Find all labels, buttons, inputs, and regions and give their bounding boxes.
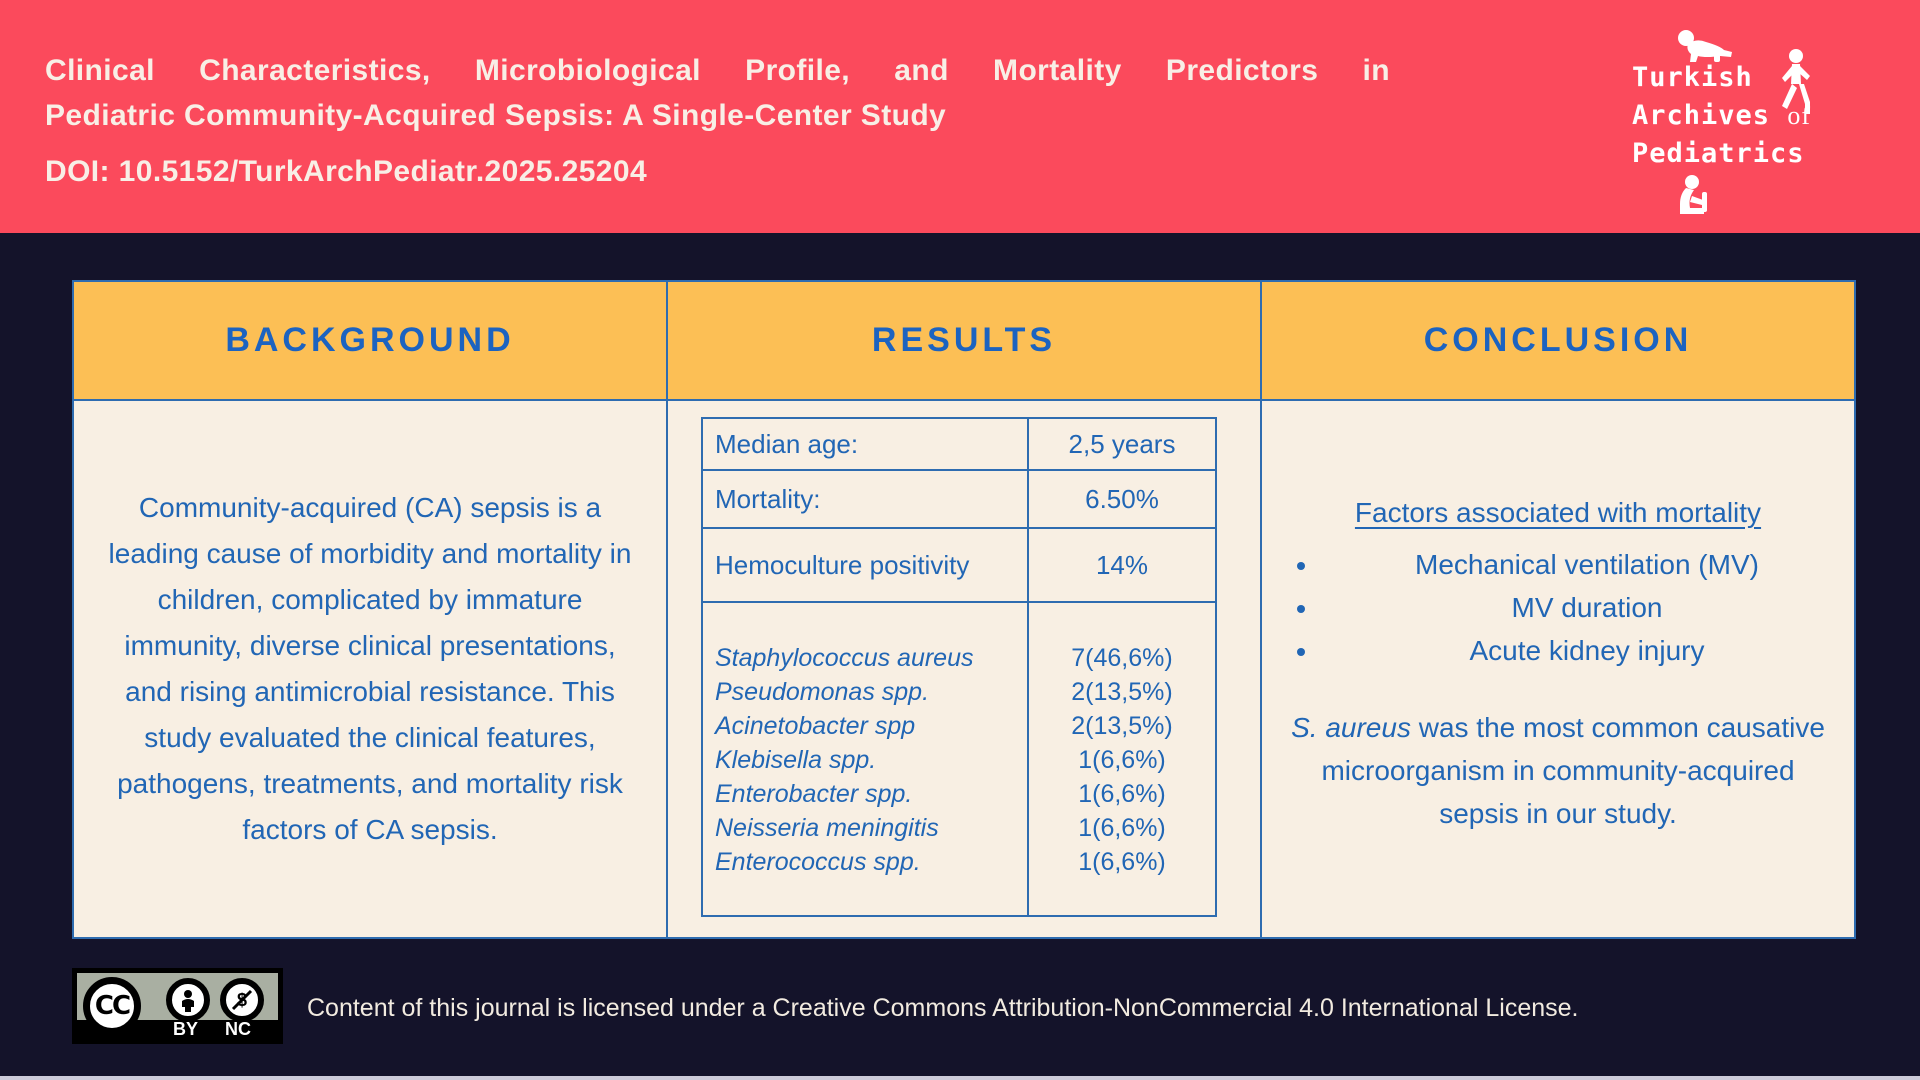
cc-by-label: BY [173, 1019, 199, 1039]
organism-value: 1(6,6%) [1078, 814, 1166, 842]
cc-by-icon [166, 978, 210, 1022]
conclusion-summary: S. aureus was the most common causative … [1286, 706, 1831, 835]
journal-logo: Turkish Archives of Pediatrics [1628, 22, 1858, 214]
stat-value: 14% [1095, 549, 1149, 580]
list-item: MV duration [1320, 586, 1854, 629]
license-text: Content of this journal is licensed unde… [307, 994, 1579, 1022]
bottom-edge-line [0, 1076, 1920, 1080]
organism-name: Neisseria meningitis [715, 814, 939, 842]
organism-name: Klebisella spp. [715, 746, 877, 774]
table-row: Median age: 2,5 years [703, 419, 1215, 471]
sitting-baby-icon [1680, 175, 1707, 214]
person-icon [182, 990, 194, 1012]
organism-names: Staphylococcus aureus Pseudomonas spp. A… [703, 603, 1029, 915]
article-title: Clinical Characteristics, Microbiologica… [45, 52, 1390, 135]
table-row: Mortality: 6.50% [703, 471, 1215, 529]
conclusion-summary-species: S. aureus [1291, 712, 1411, 743]
results-header-cell: RESULTS [668, 282, 1260, 401]
stat-label: Mortality: [703, 471, 1029, 527]
article-title-line2: Pediatric Community-Acquired Sepsis: A S… [45, 99, 947, 132]
organism-value: 2(13,5%) [1071, 712, 1173, 740]
walking-child-icon [1782, 49, 1810, 114]
conclusion-summary-rest: was the most common causative microorgan… [1321, 712, 1825, 829]
results-stats-table: Median age: 2,5 years Mortality: 6.50% H… [701, 417, 1217, 917]
stat-value: 2,5 years [1068, 428, 1176, 459]
organism-name: Pseudomonas spp. [715, 678, 930, 706]
abstract-table: BACKGROUND Community-acquired (CA) sepsi… [72, 280, 1856, 939]
background-column: BACKGROUND Community-acquired (CA) sepsi… [74, 282, 668, 937]
organism-name: Staphylococcus aureus [715, 644, 974, 672]
cc-logo-icon: CC [83, 977, 141, 1035]
table-row: Hemoculture positivity 14% [703, 529, 1215, 603]
logo-text-archives-of: Archives of [1632, 100, 1811, 131]
crawling-baby-icon [1678, 30, 1732, 62]
background-paragraph: Community-acquired (CA) sepsis is a lead… [108, 492, 632, 845]
conclusion-header-cell: CONCLUSION [1262, 282, 1854, 401]
stat-value: 6.50% [1085, 483, 1159, 514]
logo-text-archives: Archives [1632, 100, 1771, 131]
cc-license-badge: CC $ BY NC [72, 968, 283, 1044]
no-dollar-icon: $ [231, 989, 253, 1011]
organism-value: 7(46,6%) [1071, 644, 1173, 672]
factors-title: Factors associated with mortality [1354, 497, 1762, 528]
organism-value: 1(6,6%) [1078, 780, 1166, 808]
conclusion-header-label: CONCLUSION [1423, 321, 1693, 359]
organism-value: 1(6,6%) [1078, 746, 1166, 774]
organism-value: 1(6,6%) [1078, 848, 1166, 876]
cc-nc-icon: $ [220, 978, 264, 1022]
article-title-line1: Clinical Characteristics, Microbiologica… [45, 54, 1390, 87]
conclusion-column: CONCLUSION Factors associated with morta… [1262, 282, 1854, 937]
background-header-label: BACKGROUND [225, 321, 515, 359]
organisms-row: Staphylococcus aureus Pseudomonas spp. A… [703, 603, 1215, 915]
list-item: Acute kidney injury [1320, 629, 1854, 672]
organism-values: 7(46,6%) 2(13,5%) 2(13,5%) 1(6,6%) 1(6,6… [1029, 603, 1215, 915]
logo-text-turkish: Turkish [1632, 62, 1753, 93]
organism-value: 2(13,5%) [1071, 678, 1173, 706]
doi-text: DOI: 10.5152/TurkArchPediatr.2025.25204 [45, 155, 648, 188]
results-body-cell: Median age: 2,5 years Mortality: 6.50% H… [668, 401, 1260, 937]
logo-text-pediatrics: Pediatrics [1632, 138, 1805, 169]
stat-label: Hemoculture positivity [703, 529, 1029, 601]
organism-name: Enterobacter spp. [715, 780, 913, 808]
list-item: Mechanical ventilation (MV) [1320, 543, 1854, 586]
background-body-cell: Community-acquired (CA) sepsis is a lead… [74, 401, 666, 937]
results-header-label: RESULTS [871, 321, 1057, 359]
factors-list: Mechanical ventilation (MV) MV duration … [1262, 543, 1854, 672]
conclusion-body-cell: Factors associated with mortality Mechan… [1262, 401, 1854, 937]
results-column: RESULTS Median age: 2,5 years Mortality:… [668, 282, 1262, 937]
organism-name: Enterococcus spp. [715, 848, 921, 876]
header-banner: Clinical Characteristics, Microbiologica… [0, 0, 1920, 233]
stat-label: Median age: [703, 419, 1029, 469]
organism-name: Acinetobacter spp [715, 712, 916, 740]
background-header-cell: BACKGROUND [74, 282, 666, 401]
cc-nc-label: NC [225, 1019, 251, 1039]
logo-text-of: of [1787, 101, 1811, 130]
